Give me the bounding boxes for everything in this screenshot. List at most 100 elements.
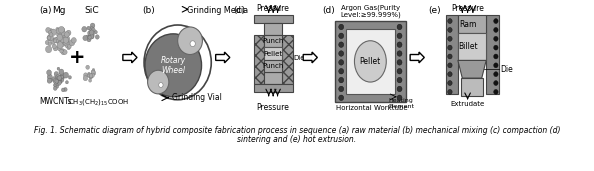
Circle shape: [55, 78, 60, 83]
FancyBboxPatch shape: [264, 47, 282, 60]
FancyBboxPatch shape: [264, 35, 282, 47]
Circle shape: [49, 78, 53, 82]
FancyArrow shape: [410, 52, 424, 63]
Text: MWCNTs: MWCNTs: [39, 97, 71, 106]
Text: Punch: Punch: [263, 63, 284, 69]
Circle shape: [339, 24, 344, 30]
Circle shape: [48, 36, 52, 40]
Circle shape: [448, 54, 452, 59]
Circle shape: [55, 37, 59, 42]
FancyBboxPatch shape: [282, 35, 293, 84]
Circle shape: [58, 80, 62, 84]
Circle shape: [494, 19, 498, 24]
Circle shape: [82, 26, 87, 32]
Circle shape: [145, 34, 201, 97]
Circle shape: [63, 37, 69, 43]
Circle shape: [397, 77, 402, 83]
Circle shape: [59, 49, 63, 53]
Circle shape: [178, 27, 203, 55]
Circle shape: [53, 78, 58, 84]
Circle shape: [159, 83, 163, 88]
Circle shape: [93, 72, 96, 75]
Circle shape: [47, 74, 52, 80]
FancyBboxPatch shape: [254, 84, 293, 92]
Circle shape: [397, 86, 402, 92]
Circle shape: [494, 89, 498, 94]
Text: Rotary
Wheel: Rotary Wheel: [161, 56, 186, 75]
Circle shape: [47, 78, 52, 83]
Circle shape: [49, 29, 53, 33]
Circle shape: [57, 77, 61, 81]
Circle shape: [87, 26, 90, 30]
Circle shape: [494, 45, 498, 50]
Text: Pressure: Pressure: [257, 4, 289, 13]
Circle shape: [47, 35, 52, 41]
Circle shape: [57, 36, 62, 41]
Circle shape: [61, 37, 65, 43]
Circle shape: [397, 95, 402, 101]
Circle shape: [397, 51, 402, 56]
Circle shape: [89, 79, 91, 82]
Circle shape: [49, 33, 53, 37]
Circle shape: [57, 76, 61, 81]
Circle shape: [65, 41, 71, 48]
Circle shape: [64, 88, 67, 91]
Text: Argon Gas(Purity
Level:≥99.999%): Argon Gas(Purity Level:≥99.999%): [340, 4, 401, 18]
FancyBboxPatch shape: [264, 23, 282, 35]
Circle shape: [56, 36, 61, 41]
Circle shape: [53, 86, 57, 90]
Text: SiC: SiC: [84, 6, 99, 15]
Text: Pressure: Pressure: [451, 4, 484, 13]
Text: Die: Die: [500, 65, 513, 74]
Circle shape: [61, 50, 65, 55]
FancyBboxPatch shape: [254, 15, 293, 23]
Circle shape: [86, 35, 90, 40]
Circle shape: [494, 63, 498, 68]
Circle shape: [62, 39, 66, 43]
Circle shape: [48, 36, 51, 40]
Circle shape: [56, 38, 61, 42]
Text: +: +: [69, 48, 85, 67]
Circle shape: [48, 31, 52, 35]
Circle shape: [52, 44, 56, 49]
FancyBboxPatch shape: [458, 33, 486, 60]
Circle shape: [339, 77, 344, 83]
Circle shape: [83, 35, 88, 41]
Polygon shape: [458, 60, 486, 78]
Circle shape: [397, 68, 402, 74]
Circle shape: [46, 46, 52, 53]
Circle shape: [66, 30, 71, 36]
Circle shape: [87, 36, 90, 40]
Circle shape: [58, 26, 64, 33]
Circle shape: [190, 41, 195, 47]
Circle shape: [90, 27, 94, 31]
Circle shape: [57, 34, 62, 41]
Circle shape: [71, 37, 77, 43]
Circle shape: [58, 79, 62, 84]
Circle shape: [64, 35, 68, 40]
Circle shape: [56, 80, 61, 86]
Circle shape: [56, 85, 59, 88]
Circle shape: [64, 32, 69, 37]
Text: Grinding Vial: Grinding Vial: [172, 93, 222, 102]
Circle shape: [61, 39, 65, 44]
Circle shape: [339, 33, 344, 39]
Circle shape: [56, 77, 60, 81]
Circle shape: [54, 83, 58, 88]
Circle shape: [56, 77, 59, 80]
Circle shape: [494, 54, 498, 59]
Circle shape: [86, 65, 90, 69]
Text: (b): (b): [143, 6, 155, 15]
Circle shape: [448, 72, 452, 77]
Circle shape: [89, 30, 94, 35]
Circle shape: [58, 38, 64, 44]
Circle shape: [52, 76, 57, 82]
Circle shape: [64, 72, 68, 78]
Circle shape: [59, 71, 64, 76]
Text: Billet: Billet: [458, 42, 478, 51]
Circle shape: [63, 50, 67, 55]
Circle shape: [494, 72, 498, 77]
Circle shape: [89, 31, 93, 36]
Circle shape: [55, 79, 58, 83]
Text: Horizontal Worktube: Horizontal Worktube: [336, 105, 407, 111]
